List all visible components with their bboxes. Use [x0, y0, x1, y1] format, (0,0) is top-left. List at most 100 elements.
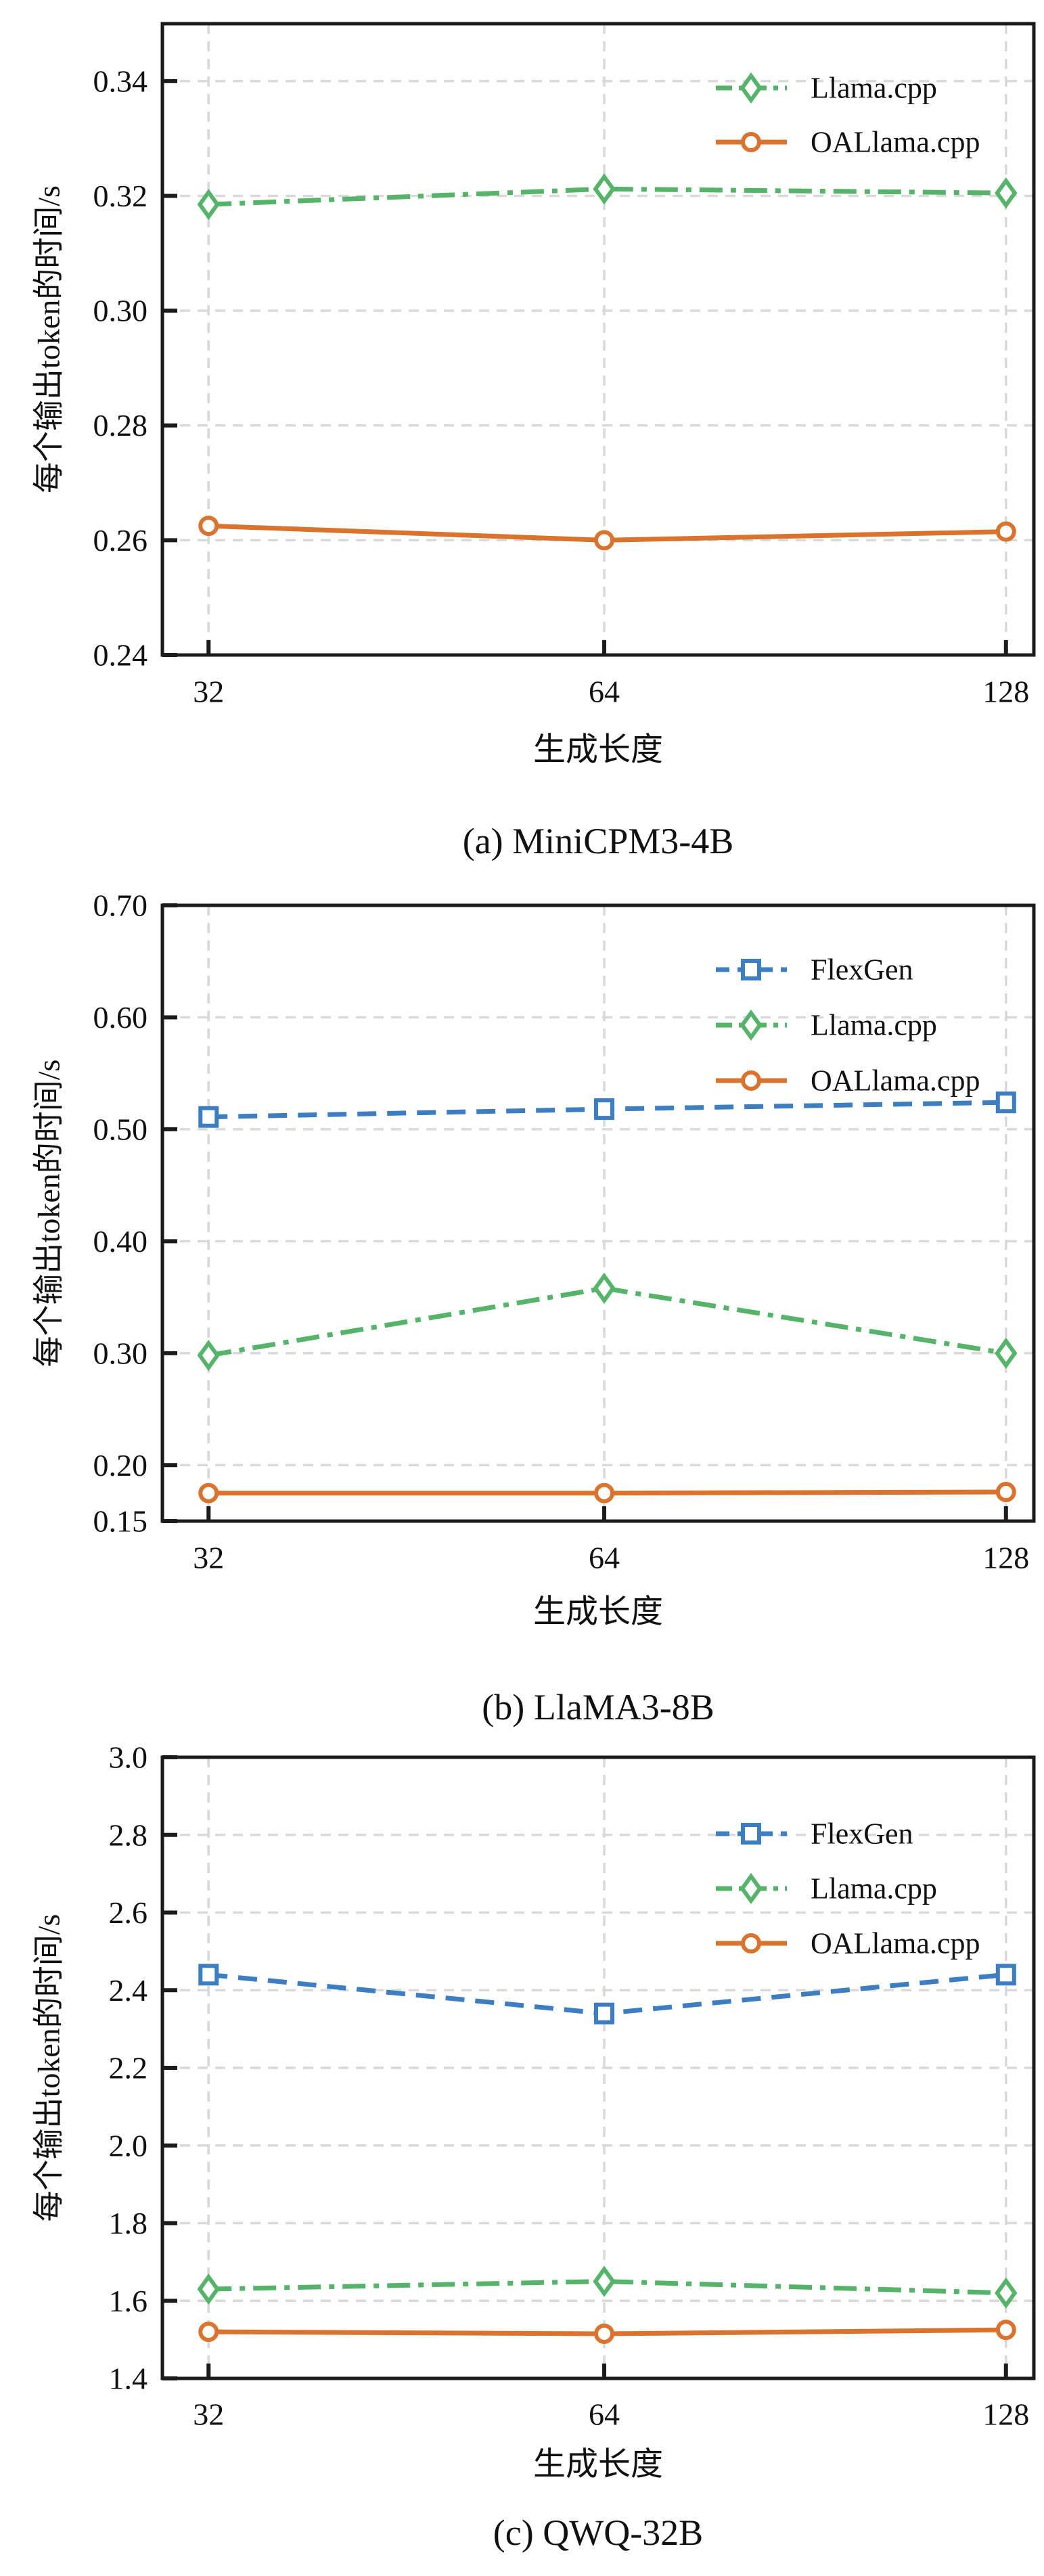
- chart-caption-c: (c) QWQ-32B: [493, 2512, 704, 2553]
- y-tick-label: 2.0: [109, 2128, 148, 2163]
- chart-caption-a: (a) MiniCPM3-4B: [462, 821, 734, 861]
- marker-square: [594, 1098, 615, 1121]
- x-tick-label: 64: [589, 2397, 620, 2432]
- marker-circle: [741, 1933, 761, 1953]
- marker-square: [995, 1964, 1016, 1986]
- y-tick-label: 0.26: [93, 523, 148, 558]
- y-tick-label: 0.32: [93, 179, 148, 213]
- legend-label: OALlama.cpp: [811, 1927, 980, 1960]
- marker-circle: [198, 2322, 219, 2343]
- chart-svg: 0.24 0.26 0.28 0.30 0.32 0.34 32 64 128 Llama.cpp…: [32, 22, 1036, 768]
- y-tick-label: 2.2: [109, 2051, 148, 2085]
- legend-item-flexgen: FlexGen: [716, 1817, 913, 1851]
- y-axis-title: 每个输出token的时间/s: [32, 1914, 66, 2222]
- marker-square: [741, 959, 761, 980]
- legend-item-oallama-cpp: OALlama.cpp: [716, 126, 980, 159]
- x-tick-label: 32: [193, 2397, 224, 2432]
- marker-circle: [594, 2324, 615, 2345]
- marker-circle: [198, 1483, 219, 1504]
- y-tick-label: 0.20: [93, 1448, 148, 1483]
- x-tick-label: 64: [589, 1541, 620, 1575]
- y-tick-label: 2.6: [109, 1895, 148, 1930]
- x-axis-title: 生成长度: [533, 2447, 663, 2483]
- x-tick-label: 32: [193, 675, 224, 709]
- y-tick-label: 0.70: [93, 888, 148, 923]
- y-tick-label: 0.34: [93, 64, 148, 98]
- marker-circle: [594, 530, 615, 551]
- marker-diamond: [593, 1272, 616, 1304]
- chart-qwq-32b: 1.4 1.6 1.8 2.0 2.2 2.4 2.6 2.8 3.0 32 64 128 FlexGe…: [0, 1732, 1044, 2576]
- marker-square: [198, 1106, 219, 1128]
- marker-diamond: [593, 2265, 616, 2297]
- legend-item-llama-cpp: Llama.cpp: [716, 1009, 937, 1042]
- x-axis-title: 生成长度: [533, 1594, 663, 1630]
- marker-diamond: [740, 1009, 763, 1041]
- legend-item-flexgen: FlexGen: [716, 953, 913, 987]
- marker-circle: [198, 516, 219, 537]
- marker-diamond: [740, 72, 763, 104]
- y-tick-label: 0.30: [93, 294, 148, 328]
- marker-circle: [741, 132, 761, 152]
- chart-minicpm3-4b: 0.24 0.26 0.28 0.30 0.32 0.34 32 64 128 Llama.cpp…: [0, 0, 1044, 880]
- chart-caption-b: (b) LlaMA3-8B: [482, 1687, 714, 1727]
- y-tick-label: 0.40: [93, 1224, 148, 1259]
- legend-label: OALlama.cpp: [811, 126, 980, 159]
- series-line-llama-cpp: [208, 1286, 1007, 1358]
- y-tick-label: 0.60: [93, 1000, 148, 1035]
- y-tick-label: 3.0: [109, 1740, 148, 1775]
- line-chart-canvas-b: 0.15 0.20 0.30 0.40 0.50 0.60 0.70 32 64 128 FlexG…: [0, 880, 1044, 1641]
- line-chart-canvas-a: 0.24 0.26 0.28 0.30 0.32 0.34 32 64 128 Llama.cpp…: [0, 0, 1044, 788]
- legend-label: Llama.cpp: [811, 1009, 937, 1042]
- plot-border: [160, 903, 1036, 1523]
- marker-diamond: [593, 173, 616, 205]
- legend-item-oallama-cpp: OALlama.cpp: [716, 1064, 980, 1098]
- y-tick-label: 0.28: [93, 408, 148, 443]
- x-tick-label: 128: [982, 675, 1029, 709]
- chart-llama3-8b: 0.15 0.20 0.30 0.40 0.50 0.60 0.70 32 64 128 FlexG…: [0, 880, 1044, 1732]
- marker-diamond: [197, 189, 220, 221]
- y-tick-label: 0.24: [93, 638, 148, 673]
- marker-circle: [741, 1070, 761, 1091]
- x-tick-label: 128: [982, 2397, 1029, 2432]
- marker-diamond: [995, 177, 1018, 209]
- line-chart-canvas-c: 1.4 1.6 1.8 2.0 2.2 2.4 2.6 2.8 3.0 32 64 128 FlexGe…: [0, 1732, 1044, 2492]
- marker-diamond: [995, 2277, 1018, 2309]
- marker-square: [198, 1964, 219, 1986]
- marker-diamond: [197, 2273, 220, 2305]
- legend-label: Llama.cpp: [811, 1872, 937, 1905]
- marker-circle: [995, 2320, 1016, 2341]
- x-tick-label: 128: [982, 1541, 1029, 1575]
- chart-svg: 1.4 1.6 1.8 2.0 2.2 2.4 2.6 2.8 3.0 32 64 128 FlexGe…: [32, 1740, 1036, 2483]
- y-tick-label: 0.15: [93, 1504, 148, 1539]
- marker-diamond: [740, 1872, 763, 1905]
- marker-circle: [995, 521, 1016, 542]
- marker-square: [741, 1823, 761, 1845]
- legend-label: OALlama.cpp: [811, 1064, 980, 1098]
- y-tick-label: 2.4: [109, 1973, 148, 2008]
- y-axis-title: 每个输出token的时间/s: [32, 1060, 66, 1368]
- legend-label: Llama.cpp: [811, 72, 937, 105]
- y-tick-label: 0.50: [93, 1112, 148, 1146]
- marker-circle: [995, 1481, 1016, 1502]
- legend-label: FlexGen: [811, 953, 913, 987]
- legend-item-llama-cpp: Llama.cpp: [716, 72, 937, 105]
- y-tick-label: 1.4: [109, 2362, 148, 2396]
- marker-diamond: [995, 1337, 1018, 1369]
- marker-circle: [594, 1483, 615, 1504]
- marker-square: [594, 2002, 615, 2025]
- chart-svg: 0.15 0.20 0.30 0.40 0.50 0.60 0.70 32 64 128 FlexG…: [32, 888, 1036, 1630]
- y-tick-label: 2.8: [109, 1817, 148, 1852]
- plot-border: [160, 22, 1036, 657]
- y-axis-title: 每个输出token的时间/s: [32, 185, 66, 493]
- legend-item-oallama-cpp: OALlama.cpp: [716, 1927, 980, 1960]
- legend-label: FlexGen: [811, 1817, 913, 1851]
- x-tick-label: 32: [193, 1541, 224, 1575]
- y-tick-label: 1.6: [109, 2284, 148, 2318]
- x-axis-title: 生成长度: [533, 732, 663, 768]
- y-tick-label: 0.30: [93, 1336, 148, 1370]
- x-tick-label: 64: [589, 675, 620, 709]
- marker-diamond: [197, 1340, 220, 1372]
- y-tick-label: 1.8: [109, 2206, 148, 2240]
- marker-square: [995, 1091, 1016, 1114]
